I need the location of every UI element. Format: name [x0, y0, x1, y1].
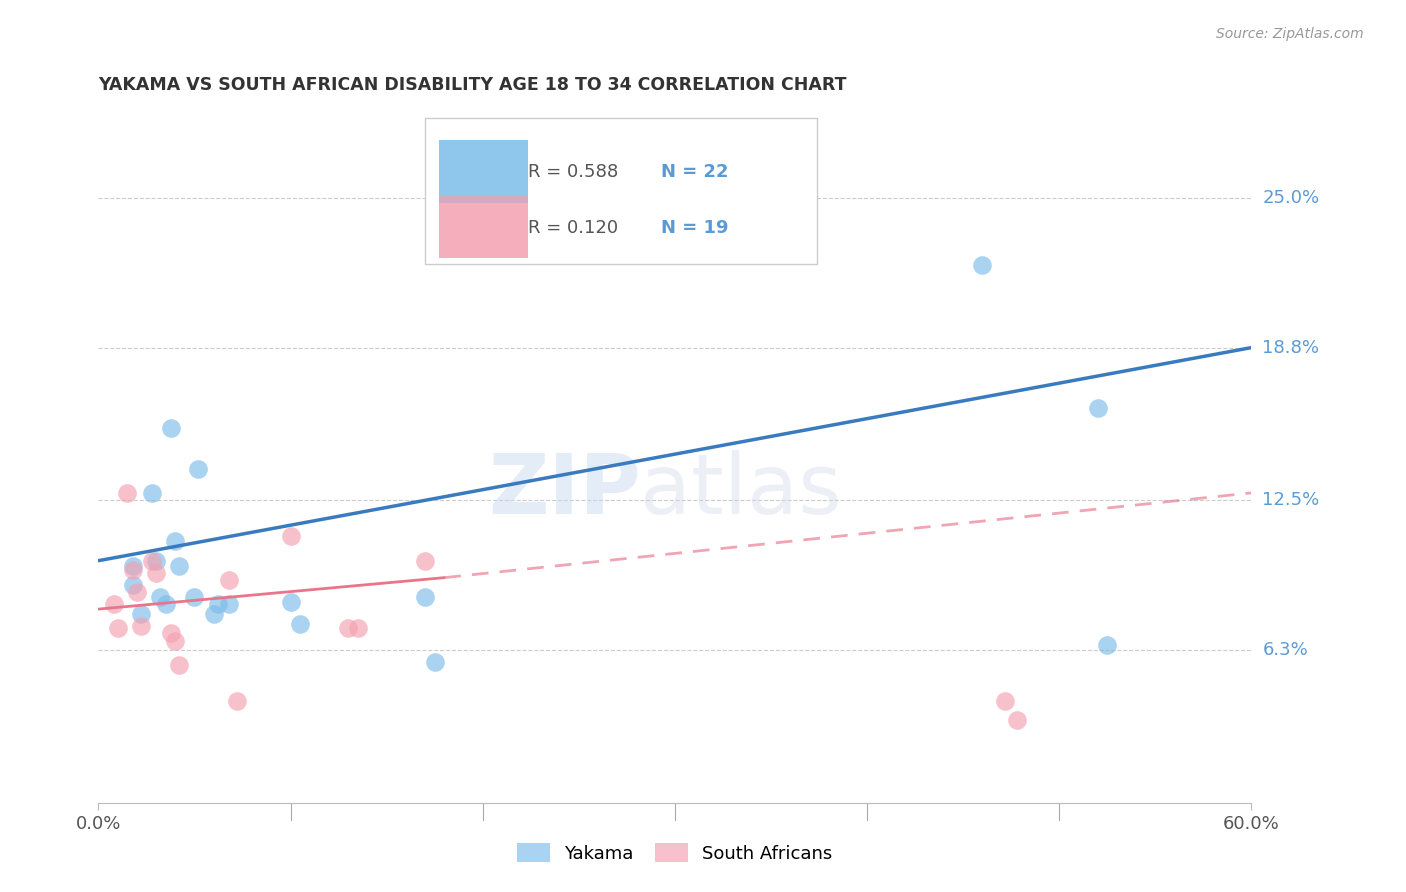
- Point: [117, 486, 138, 500]
- Point: [218, 573, 240, 587]
- Point: [1097, 639, 1119, 653]
- Text: 18.8%: 18.8%: [1263, 339, 1319, 357]
- Point: [290, 616, 312, 631]
- Text: atlas: atlas: [640, 450, 842, 532]
- Point: [187, 461, 209, 475]
- Point: [125, 585, 148, 599]
- Point: [423, 656, 446, 670]
- Point: [413, 590, 436, 604]
- Point: [413, 554, 436, 568]
- Text: 6.3%: 6.3%: [1263, 641, 1308, 659]
- Point: [141, 554, 163, 568]
- Point: [183, 590, 205, 604]
- Point: [129, 619, 152, 633]
- Point: [155, 597, 177, 611]
- Point: [141, 486, 163, 500]
- Point: [145, 554, 167, 568]
- Point: [160, 420, 183, 434]
- Text: Source: ZipAtlas.com: Source: ZipAtlas.com: [1216, 27, 1364, 41]
- Point: [1005, 714, 1028, 728]
- Point: [202, 607, 225, 621]
- Point: [107, 622, 129, 636]
- Point: [122, 578, 145, 592]
- Point: [149, 590, 172, 604]
- Point: [160, 626, 183, 640]
- Text: ZIP: ZIP: [488, 450, 640, 532]
- FancyBboxPatch shape: [439, 196, 529, 259]
- Point: [103, 597, 125, 611]
- FancyBboxPatch shape: [425, 118, 817, 264]
- Point: [165, 534, 187, 549]
- Point: [129, 607, 152, 621]
- Point: [218, 597, 240, 611]
- Text: R = 0.588: R = 0.588: [529, 163, 619, 181]
- Point: [346, 622, 368, 636]
- Text: N = 19: N = 19: [661, 219, 728, 237]
- Text: 25.0%: 25.0%: [1263, 188, 1320, 207]
- Point: [280, 529, 302, 543]
- Point: [972, 258, 994, 272]
- Legend: Yakama, South Africans: Yakama, South Africans: [508, 834, 842, 871]
- Point: [167, 558, 190, 573]
- Point: [165, 633, 187, 648]
- Point: [207, 597, 229, 611]
- Point: [1087, 401, 1109, 416]
- FancyBboxPatch shape: [439, 140, 529, 202]
- Text: 12.5%: 12.5%: [1263, 491, 1320, 509]
- Point: [167, 657, 190, 672]
- Point: [337, 622, 360, 636]
- Point: [122, 563, 145, 577]
- Text: N = 22: N = 22: [661, 163, 728, 181]
- Point: [145, 566, 167, 580]
- Text: YAKAMA VS SOUTH AFRICAN DISABILITY AGE 18 TO 34 CORRELATION CHART: YAKAMA VS SOUTH AFRICAN DISABILITY AGE 1…: [98, 76, 846, 94]
- Point: [280, 595, 302, 609]
- Point: [994, 694, 1017, 708]
- Point: [225, 694, 247, 708]
- Text: R = 0.120: R = 0.120: [529, 219, 619, 237]
- Point: [122, 558, 145, 573]
